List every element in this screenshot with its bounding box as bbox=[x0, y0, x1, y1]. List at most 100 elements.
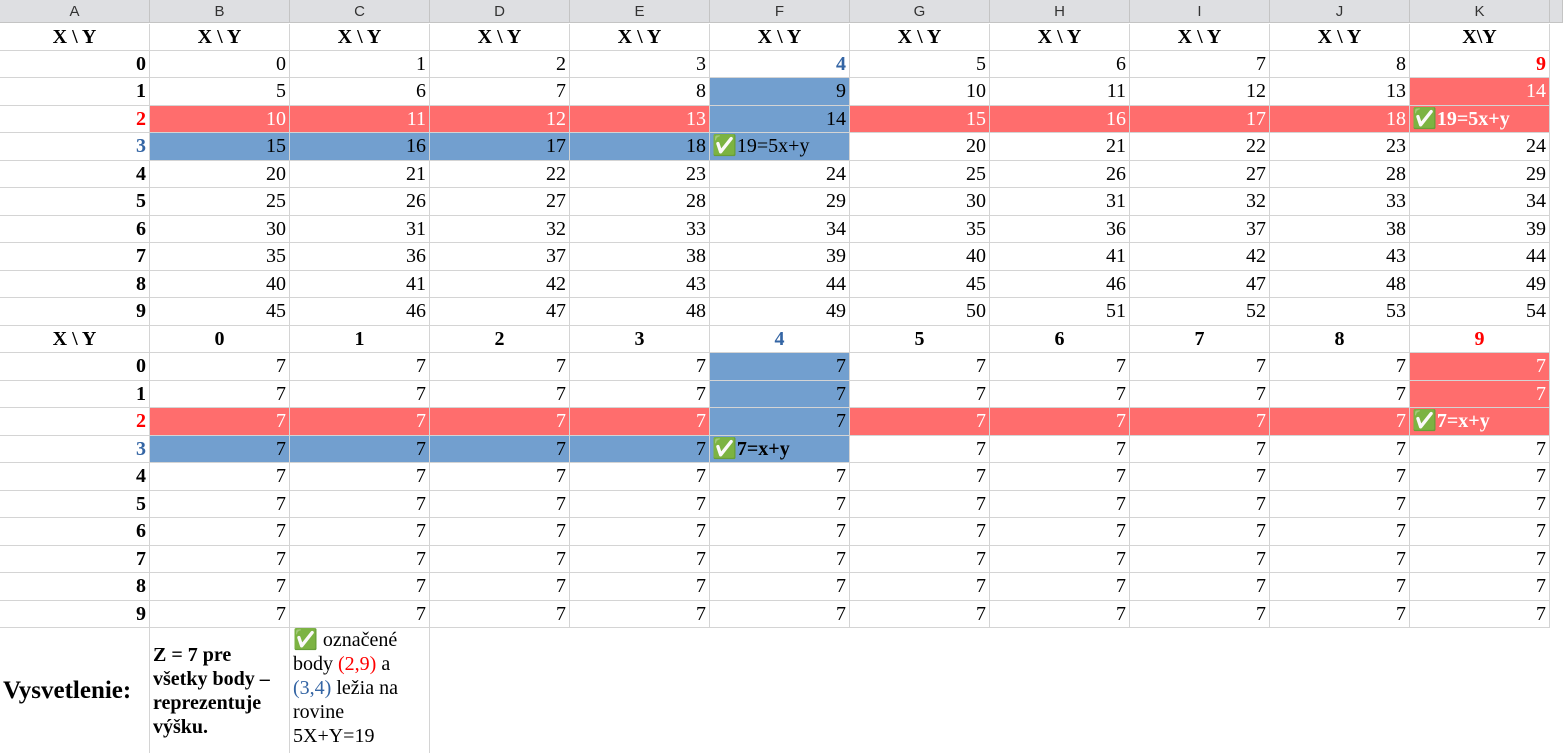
cell-J9[interactable]: 43 bbox=[1270, 243, 1410, 271]
cell-K11[interactable]: 54 bbox=[1410, 298, 1550, 326]
cell-H1[interactable]: X \ Y bbox=[990, 24, 1130, 51]
cell-B12[interactable]: 0 bbox=[150, 325, 290, 354]
cell-K3[interactable]: 14 bbox=[1410, 78, 1550, 106]
cell-F13[interactable]: 7 bbox=[710, 353, 850, 381]
cell-I19[interactable]: 7 bbox=[1130, 518, 1270, 546]
column-header-K[interactable]: K bbox=[1410, 0, 1550, 23]
cell-H18[interactable]: 7 bbox=[990, 490, 1130, 519]
cell-I11[interactable]: 52 bbox=[1130, 298, 1270, 326]
cell-A21[interactable]: 8 bbox=[0, 573, 150, 601]
cell-E10[interactable]: 43 bbox=[570, 270, 710, 299]
cell-H5[interactable]: 21 bbox=[990, 133, 1130, 161]
cell-F10[interactable]: 44 bbox=[710, 270, 850, 299]
cell-F5[interactable]: ✅19=5x+y bbox=[710, 133, 850, 161]
cell-J19[interactable]: 7 bbox=[1270, 518, 1410, 546]
cell-H13[interactable]: 7 bbox=[990, 353, 1130, 381]
cell-C7[interactable]: 26 bbox=[290, 188, 430, 216]
column-header-F[interactable]: F bbox=[710, 0, 850, 23]
cell-J16[interactable]: 7 bbox=[1270, 435, 1410, 464]
cell-B13[interactable]: 7 bbox=[150, 353, 290, 381]
cell-K9[interactable]: 44 bbox=[1410, 243, 1550, 271]
cell-K8[interactable]: 39 bbox=[1410, 215, 1550, 244]
cell-A8[interactable]: 6 bbox=[0, 215, 150, 244]
cell-B2[interactable]: 0 bbox=[150, 51, 290, 79]
column-header-D[interactable]: D bbox=[430, 0, 570, 23]
cell-A7[interactable]: 5 bbox=[0, 188, 150, 216]
cell-G2[interactable]: 5 bbox=[850, 51, 990, 79]
cell-F19[interactable]: 7 bbox=[710, 518, 850, 546]
cell-I17[interactable]: 7 bbox=[1130, 463, 1270, 491]
cell-F7[interactable]: 29 bbox=[710, 188, 850, 216]
cell-I3[interactable]: 12 bbox=[1130, 78, 1270, 106]
cell-K21[interactable]: 7 bbox=[1410, 573, 1550, 601]
cell-C17[interactable]: 7 bbox=[290, 463, 430, 491]
cell-B7[interactable]: 25 bbox=[150, 188, 290, 216]
cell-A15[interactable]: 2 bbox=[0, 408, 150, 436]
cell-D1[interactable]: X \ Y bbox=[430, 24, 570, 51]
column-header-A[interactable]: A bbox=[0, 0, 150, 23]
cell-A17[interactable]: 4 bbox=[0, 463, 150, 491]
cell-C12[interactable]: 1 bbox=[290, 325, 430, 354]
cell-I15[interactable]: 7 bbox=[1130, 408, 1270, 436]
explanation-label-cell[interactable]: Vysvetlenie: bbox=[0, 628, 150, 753]
cell-F16[interactable]: ✅7=x+y bbox=[710, 435, 850, 464]
cell-B17[interactable]: 7 bbox=[150, 463, 290, 491]
cell-E12[interactable]: 3 bbox=[570, 325, 710, 354]
cell-C18[interactable]: 7 bbox=[290, 490, 430, 519]
cell-H19[interactable]: 7 bbox=[990, 518, 1130, 546]
cell-F18[interactable]: 7 bbox=[710, 490, 850, 519]
cell-K12[interactable]: 9 bbox=[1410, 325, 1550, 354]
column-header-C[interactable]: C bbox=[290, 0, 430, 23]
cell-A5[interactable]: 3 bbox=[0, 133, 150, 161]
cell-C21[interactable]: 7 bbox=[290, 573, 430, 601]
plane-note-cell[interactable]: ✅ označené body (2,9) a (3,4) ležia na r… bbox=[290, 628, 430, 753]
cell-H8[interactable]: 36 bbox=[990, 215, 1130, 244]
cell-H17[interactable]: 7 bbox=[990, 463, 1130, 491]
cell-F4[interactable]: 14 bbox=[710, 105, 850, 134]
cell-A13[interactable]: 0 bbox=[0, 353, 150, 381]
cell-B19[interactable]: 7 bbox=[150, 518, 290, 546]
cell-A1[interactable]: X \ Y bbox=[0, 24, 150, 51]
cell-H14[interactable]: 7 bbox=[990, 380, 1130, 409]
cell-C22[interactable]: 7 bbox=[290, 600, 430, 629]
cell-B6[interactable]: 20 bbox=[150, 160, 290, 189]
cell-D7[interactable]: 27 bbox=[430, 188, 570, 216]
cell-I5[interactable]: 22 bbox=[1130, 133, 1270, 161]
cell-B20[interactable]: 7 bbox=[150, 545, 290, 574]
cell-G5[interactable]: 20 bbox=[850, 133, 990, 161]
cell-G11[interactable]: 50 bbox=[850, 298, 990, 326]
cell-H22[interactable]: 7 bbox=[990, 600, 1130, 629]
cell-K5[interactable]: 24 bbox=[1410, 133, 1550, 161]
cell-G8[interactable]: 35 bbox=[850, 215, 990, 244]
cell-C11[interactable]: 46 bbox=[290, 298, 430, 326]
cell-H6[interactable]: 26 bbox=[990, 160, 1130, 189]
cell-D12[interactable]: 2 bbox=[430, 325, 570, 354]
cell-C13[interactable]: 7 bbox=[290, 353, 430, 381]
cell-G1[interactable]: X \ Y bbox=[850, 24, 990, 51]
cell-C16[interactable]: 7 bbox=[290, 435, 430, 464]
cell-D4[interactable]: 12 bbox=[430, 105, 570, 134]
cell-G9[interactable]: 40 bbox=[850, 243, 990, 271]
cell-D14[interactable]: 7 bbox=[430, 380, 570, 409]
cell-F15[interactable]: 7 bbox=[710, 408, 850, 436]
cell-E21[interactable]: 7 bbox=[570, 573, 710, 601]
cell-C9[interactable]: 36 bbox=[290, 243, 430, 271]
cell-E16[interactable]: 7 bbox=[570, 435, 710, 464]
cell-K10[interactable]: 49 bbox=[1410, 270, 1550, 299]
cell-I16[interactable]: 7 bbox=[1130, 435, 1270, 464]
column-header-J[interactable]: J bbox=[1270, 0, 1410, 23]
cell-C6[interactable]: 21 bbox=[290, 160, 430, 189]
cell-F11[interactable]: 49 bbox=[710, 298, 850, 326]
cell-K18[interactable]: 7 bbox=[1410, 490, 1550, 519]
cell-I10[interactable]: 47 bbox=[1130, 270, 1270, 299]
cell-C10[interactable]: 41 bbox=[290, 270, 430, 299]
cell-G19[interactable]: 7 bbox=[850, 518, 990, 546]
cell-A22[interactable]: 9 bbox=[0, 600, 150, 629]
cell-J7[interactable]: 33 bbox=[1270, 188, 1410, 216]
cell-C19[interactable]: 7 bbox=[290, 518, 430, 546]
cell-G20[interactable]: 7 bbox=[850, 545, 990, 574]
cell-C5[interactable]: 16 bbox=[290, 133, 430, 161]
cell-K4[interactable]: ✅19=5x+y bbox=[1410, 105, 1550, 134]
cell-D18[interactable]: 7 bbox=[430, 490, 570, 519]
cell-B4[interactable]: 10 bbox=[150, 105, 290, 134]
